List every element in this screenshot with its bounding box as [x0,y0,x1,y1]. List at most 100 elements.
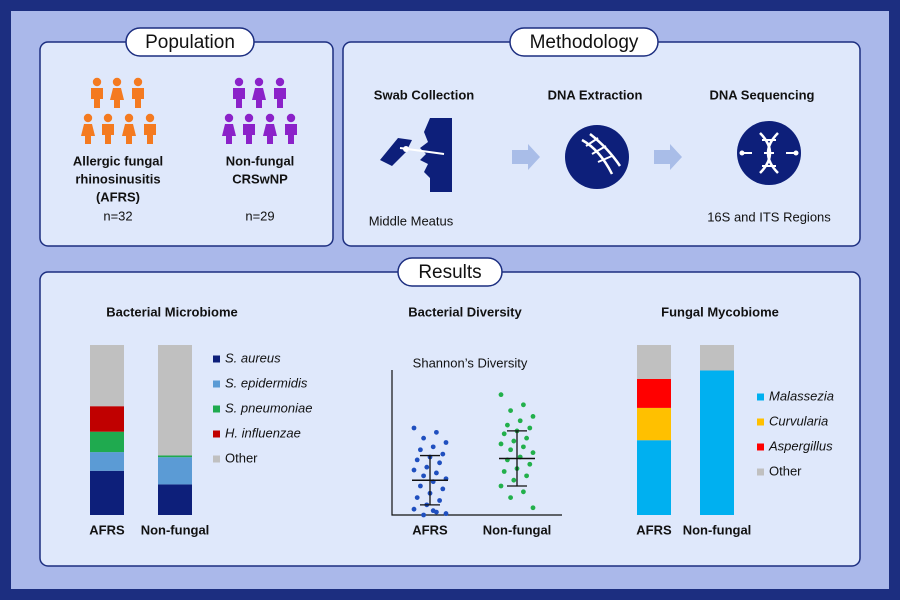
group-label: (AFRS) [96,189,140,204]
person-body [274,88,286,108]
person-body [263,124,277,144]
legend-swatch [213,405,220,413]
point [443,511,449,516]
point [521,489,526,495]
point [530,450,536,456]
point [418,447,423,453]
step-caption: 16S and ITS Regions [707,209,831,224]
x-tick-label: AFRS [636,522,672,537]
point [498,441,504,447]
x-tick-label: Non-fungal [683,522,752,537]
person-head [124,113,134,123]
point [443,440,449,445]
point [437,498,442,503]
point [411,425,417,431]
point [421,512,426,518]
point [527,461,533,467]
bar-segment [90,470,124,515]
person-body [81,124,95,144]
person-body [102,124,114,144]
point [524,473,529,479]
bar-segment [637,440,671,515]
person-head [103,113,113,123]
legend-label: S. pneumoniae [225,400,312,415]
point [411,506,417,512]
bar-segment [158,455,192,458]
person-body [252,88,266,108]
legend-swatch [757,393,764,401]
pill [397,257,503,287]
person-body [285,124,297,144]
point [505,422,510,428]
point [434,470,439,476]
bar-segment [158,457,192,485]
swab-icon [380,118,452,192]
point [508,408,513,413]
group-label: CRSwNP [232,171,288,186]
group-count: n=29 [245,208,274,223]
point [521,402,526,408]
dna-sequencing-icon [737,121,801,185]
group-label: rhinosinusitis [75,171,160,186]
step-title: Swab Collection [374,87,474,102]
legend-label: S. aureus [225,350,281,365]
section-title: Results [418,262,481,283]
legend-label: Malassezia [769,388,834,403]
legend-label: Curvularia [769,413,828,428]
point [508,447,513,453]
group-label: Allergic fungal [73,153,163,168]
point [440,486,446,492]
person-head [92,77,102,87]
legend-label: H. influenzae [225,425,301,440]
person-body [144,124,156,144]
person-head [112,77,122,87]
legend-swatch [757,443,764,451]
point [421,473,426,479]
person-head [275,77,285,87]
point [411,467,417,473]
point [414,495,420,500]
person-body [243,124,255,144]
step-title: DNA Extraction [548,87,643,102]
point [521,444,526,450]
point [511,438,517,444]
point [527,425,533,431]
legend-swatch [757,468,764,476]
legend-swatch [213,355,220,363]
person-head [133,77,143,87]
person-head [254,77,264,87]
bar-segment [637,379,671,408]
person-body [122,124,136,144]
bar-segment [158,345,192,456]
point [498,483,504,489]
legend-label: Other [769,463,802,478]
group-count: n=32 [103,208,132,223]
group-label: Non-fungal [226,153,295,168]
person-body [91,88,103,108]
person-head [286,113,296,123]
legend-label: Other [225,450,258,465]
point [434,429,439,435]
pill [509,27,659,57]
chart-title: Bacterial Microbiome [106,304,238,319]
person-head [234,77,244,87]
section-title: Population [145,32,235,53]
legend-swatch [213,455,220,463]
person-head [83,113,93,123]
point [440,451,446,457]
point [430,508,436,514]
person-body [110,88,124,108]
point [517,418,523,424]
point [424,464,430,470]
point [501,431,507,437]
arrow [512,144,540,170]
point [430,444,436,450]
x-tick-label: AFRS [89,522,125,537]
person-head [265,113,275,123]
bar-segment [90,431,124,453]
bar-segment [158,484,192,515]
legend-swatch [213,380,220,388]
legend-swatch [213,430,220,438]
chart-title: Fungal Mycobiome [661,304,779,319]
